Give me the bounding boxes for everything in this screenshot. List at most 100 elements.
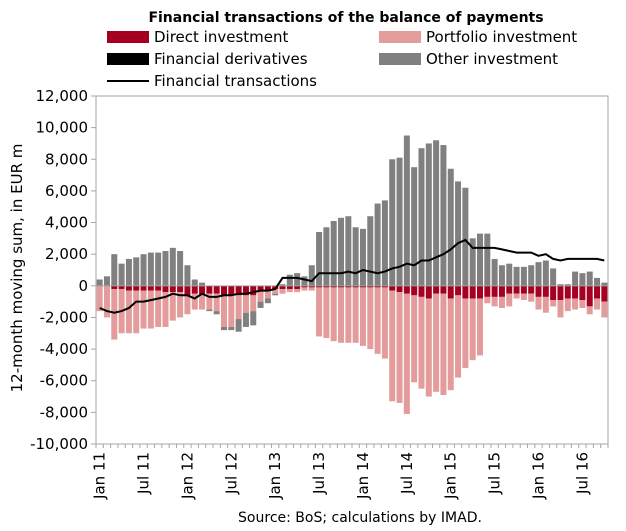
bar-segment — [528, 265, 535, 286]
bar-segment — [418, 296, 425, 389]
y-tick-label: -8,000 — [40, 403, 88, 421]
bar-segment — [557, 300, 564, 318]
bar-segment — [140, 290, 147, 329]
bar-segment — [235, 285, 242, 296]
bar-segment — [125, 290, 132, 334]
bar-segment — [111, 285, 118, 289]
bar-segment — [162, 251, 169, 286]
bar-segment — [506, 285, 513, 294]
y-axis: -10,000 -8,000 -6,000 -4,000 -2,000 0 2,000 4,0… — [30, 87, 96, 453]
bar-segment — [294, 285, 301, 289]
bar-segment — [323, 287, 330, 339]
bar-segment — [396, 285, 403, 293]
bar-segment — [111, 288, 118, 340]
bar-segment — [542, 260, 549, 286]
bar-segment — [601, 285, 608, 302]
bar-segment — [403, 285, 410, 294]
chart-title: Financial transactions of the balance of… — [148, 10, 543, 26]
bar-segment — [155, 285, 162, 291]
bar-segment — [228, 295, 235, 327]
x-tick-label: Jul 16 — [573, 452, 591, 495]
bar-segment — [242, 295, 249, 313]
bar-segment — [111, 254, 118, 286]
legend-item: Financial transactions — [107, 72, 317, 90]
bar-segment — [316, 285, 323, 288]
bar-segment — [301, 287, 308, 291]
bar-segment — [125, 285, 132, 291]
bar-segment — [447, 168, 454, 286]
y-tick-label: 12,000 — [36, 87, 89, 105]
bar-segment — [221, 285, 227, 296]
bar-segment — [147, 290, 154, 329]
x-tick-label: Jan 14 — [354, 452, 372, 500]
bar-segment — [147, 252, 154, 286]
bar-segment — [286, 288, 293, 293]
bar-segment — [316, 232, 323, 286]
bar-segment — [323, 227, 330, 286]
y-tick-label: -10,000 — [30, 435, 88, 453]
source-note: Source: BoS; calculations by IMAD. — [238, 510, 482, 526]
bar-segment — [235, 295, 242, 320]
bar-segment — [418, 148, 425, 286]
bar-segment — [103, 276, 110, 286]
bar-segment — [389, 285, 396, 291]
bar-segment — [564, 284, 571, 286]
y-tick-label: 6,000 — [45, 182, 88, 200]
bar-segment — [433, 285, 440, 294]
bar-segment — [250, 311, 257, 326]
bar-segment — [520, 285, 527, 294]
bar-segment — [579, 285, 586, 301]
series-line — [99, 238, 605, 314]
bar-segment — [323, 285, 330, 288]
bar-segment — [316, 287, 323, 337]
bar-segment — [199, 285, 206, 296]
x-tick-label: Jan 11 — [91, 452, 109, 500]
bar-segment — [506, 263, 513, 286]
bar-segment — [367, 287, 374, 350]
legend: Direct investment Portfolio investment Fin… — [107, 28, 577, 90]
bar-segment — [221, 295, 227, 327]
bar-segment — [425, 285, 432, 299]
bar-segment — [133, 257, 140, 286]
bar-segment — [125, 258, 132, 286]
bar-segment — [528, 293, 535, 302]
bar-segment — [169, 247, 176, 286]
bar-segment — [96, 279, 103, 286]
bar-segment — [330, 287, 337, 342]
bar-segment — [367, 216, 374, 286]
bar-segment — [477, 298, 483, 356]
legend-label: Portfolio investment — [426, 28, 577, 46]
bar-segment — [528, 285, 535, 294]
bar-segment — [572, 285, 579, 299]
bar-segment — [279, 285, 286, 289]
bar-segment — [286, 274, 293, 286]
bar-segment — [264, 285, 271, 291]
y-tick-label: -6,000 — [40, 372, 88, 390]
bar-segment — [491, 258, 498, 286]
bar-segment — [338, 217, 345, 286]
bar-segment — [462, 298, 469, 369]
bar-segment — [491, 285, 498, 297]
bar-segment — [403, 135, 410, 286]
bar-segment — [440, 285, 447, 294]
bar-segment — [381, 200, 388, 286]
legend-label: Other investment — [426, 50, 558, 68]
bar-segment — [279, 284, 286, 286]
bar-segment — [345, 287, 352, 343]
bar-segment — [228, 285, 235, 296]
bar-segment — [155, 252, 162, 286]
bar-segment — [308, 285, 315, 288]
bar-segment — [184, 285, 191, 296]
bar-segment — [308, 265, 315, 286]
bar-segment — [469, 238, 476, 286]
bar-segment — [433, 140, 440, 286]
bar-segment — [462, 187, 469, 286]
bar-segment — [118, 285, 125, 289]
bar-segment — [455, 181, 462, 286]
bar-segment — [462, 285, 469, 299]
y-tick-label: 2,000 — [45, 245, 88, 263]
legend-item: Direct investment — [107, 28, 289, 46]
bar-segment — [177, 292, 184, 318]
y-tick-label: 0 — [78, 277, 88, 295]
